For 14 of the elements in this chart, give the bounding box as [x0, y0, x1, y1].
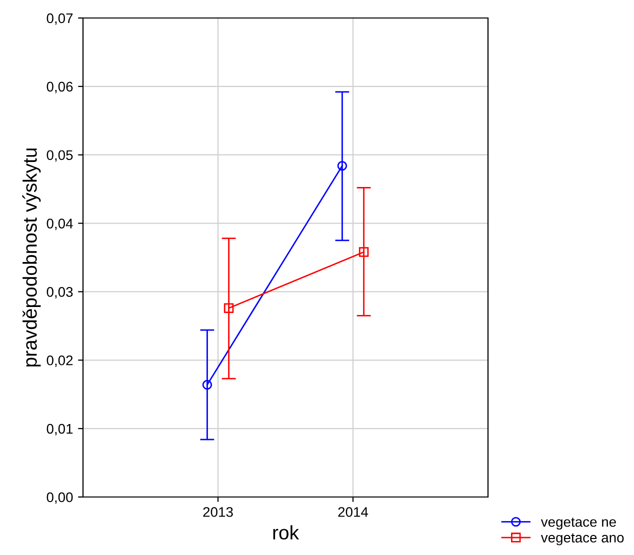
- y-tick-label: 0,00: [46, 492, 73, 504]
- y-tick-label: 0,07: [46, 13, 73, 25]
- y-tick-label: 0,03: [46, 287, 73, 299]
- y-tick-label: 0,05: [46, 150, 73, 162]
- x-tick-label: 2014: [338, 507, 368, 517]
- y-tick-label: 0,01: [46, 424, 73, 436]
- x-axis-title: rok: [273, 525, 300, 540]
- legend-label: vegetace ano: [540, 533, 624, 546]
- x-tick-label: 2013: [203, 507, 233, 517]
- y-tick-label: 0,02: [46, 355, 73, 367]
- y-tick-label: 0,06: [46, 82, 73, 94]
- y-axis-title: pravděpodobnost výskytu: [22, 148, 41, 366]
- legend-label: vegetace ne: [540, 518, 616, 530]
- y-tick-label: 0,04: [46, 218, 73, 230]
